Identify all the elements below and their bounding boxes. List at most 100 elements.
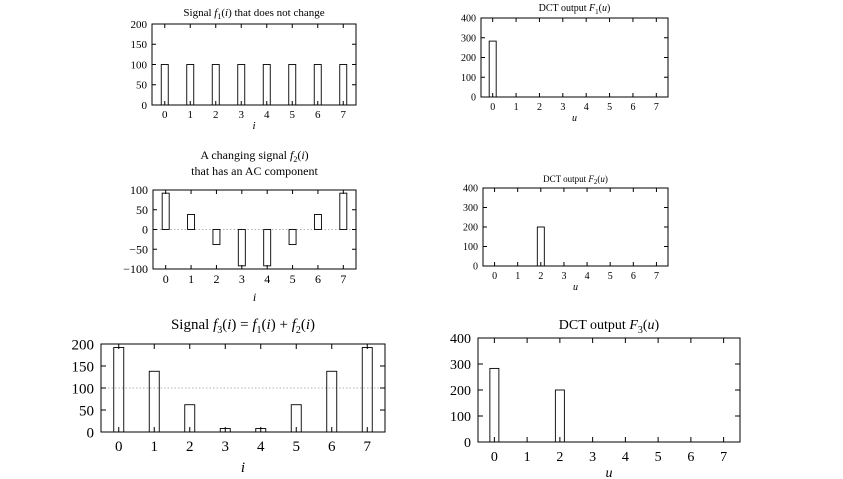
chart-title: DCT output F2(u): [543, 174, 608, 186]
x-axis-label: u: [573, 282, 578, 293]
y-tick-label: 0: [87, 425, 95, 441]
bar-0: [161, 192, 170, 230]
y-tick-label: 50: [136, 80, 148, 92]
y-tick-label: 0: [142, 223, 148, 237]
y-tick-label: 200: [450, 384, 471, 399]
x-tick-label: 7: [364, 439, 372, 455]
bar-7: [339, 192, 348, 230]
bar-6: [313, 64, 322, 106]
x-tick-label: 5: [655, 450, 662, 465]
chart-f1: Signal f1(i) that does not change0501001…: [131, 7, 357, 132]
bar-4: [262, 64, 271, 106]
y-tick-label: 150: [72, 359, 95, 375]
bar-2: [536, 226, 545, 267]
x-axis-label: u: [606, 466, 613, 479]
chart-F2: DCT output F2(u) 0 100 200 300 400 0 1 2 3 4 5 6 7 u: [463, 174, 669, 293]
x-tick-label: 4: [585, 271, 590, 282]
x-tick-label: 0: [492, 271, 497, 282]
y-tick-label: 400: [463, 184, 478, 195]
x-tick-label: 6: [328, 439, 336, 455]
bar-2: [211, 64, 220, 106]
bar-0: [489, 367, 500, 443]
y-tick-label: 400: [450, 332, 471, 347]
chart-title: A changing signal f2(i): [200, 148, 308, 164]
x-tick-label: 6: [631, 271, 636, 282]
chart-F3: DCT output F3(u) 0 100 200 300 400 0 1 2 3 4 5 6 7 u: [450, 318, 741, 479]
x-tick-label: 4: [622, 450, 629, 465]
y-tick-label: 100: [450, 410, 471, 425]
x-tick-label: 1: [524, 450, 531, 465]
bar-6: [313, 214, 322, 230]
x-tick-label: 3: [239, 272, 245, 286]
plot-frame: [482, 187, 669, 267]
x-tick-label: 7: [654, 271, 659, 282]
y-tick-label: −100: [123, 262, 148, 276]
plot-frame: [477, 337, 741, 443]
x-tick-label: 4: [584, 102, 589, 113]
x-tick-label: 7: [341, 109, 347, 121]
x-axis-label: u: [572, 113, 577, 124]
y-tick-label: 150: [131, 39, 148, 51]
y-tick-label: 300: [450, 358, 471, 373]
x-tick-label: 2: [556, 450, 563, 465]
x-tick-label: 3: [589, 450, 596, 465]
x-tick-label: 1: [151, 439, 159, 455]
x-tick-label: 5: [608, 271, 613, 282]
x-tick-label: 6: [315, 109, 321, 121]
bar-0: [160, 64, 169, 106]
bar-5: [288, 64, 297, 106]
x-tick-label: 6: [315, 272, 321, 286]
x-tick-label: 1: [515, 271, 520, 282]
x-tick-label: 3: [239, 109, 245, 121]
x-tick-label: 3: [561, 271, 566, 282]
x-tick-label: 2: [537, 102, 542, 113]
y-tick-label: 0: [142, 100, 148, 112]
x-tick-label: 5: [293, 439, 301, 455]
bar-5: [288, 229, 297, 245]
bar-0: [488, 40, 497, 98]
x-tick-label: 2: [213, 272, 219, 286]
y-tick-label: 200: [72, 337, 95, 353]
bar-7: [339, 64, 348, 106]
x-tick-label: 0: [162, 109, 168, 121]
bar-4: [263, 229, 272, 267]
x-tick-label: 0: [115, 439, 123, 455]
x-tick-label: 4: [257, 439, 265, 455]
x-tick-label: 0: [163, 272, 169, 286]
plot-frame: [480, 17, 669, 98]
x-tick-label: 0: [490, 102, 495, 113]
x-axis-label: i: [253, 290, 256, 304]
y-tick-label: 100: [72, 381, 95, 397]
y-tick-label: 0: [471, 93, 476, 104]
x-tick-label: 3: [222, 439, 230, 455]
y-tick-label: 400: [461, 14, 476, 25]
y-tick-label: 200: [131, 19, 148, 31]
x-tick-label: 2: [186, 439, 194, 455]
bar-2: [554, 389, 565, 443]
y-tick-label: 50: [79, 403, 94, 419]
y-tick-label: 0: [473, 262, 478, 273]
bar-1: [148, 370, 160, 433]
bar-0: [113, 347, 125, 433]
x-tick-label: 1: [188, 109, 194, 121]
plot-frame: [151, 23, 357, 106]
y-tick-label: 200: [463, 223, 478, 234]
bar-2: [212, 229, 221, 245]
x-tick-label: 5: [607, 102, 612, 113]
y-tick-label: 300: [463, 203, 478, 214]
x-tick-label: 6: [630, 102, 635, 113]
bar-3: [237, 64, 246, 106]
x-tick-label: 7: [654, 102, 659, 113]
bar-6: [326, 370, 338, 433]
y-tick-label: 100: [130, 183, 148, 197]
bar-1: [186, 64, 195, 106]
bar-1: [187, 214, 196, 230]
chart-title-line2: that has an AC component: [191, 164, 318, 178]
x-axis-label: i: [241, 460, 245, 476]
x-axis-label: i: [252, 120, 255, 132]
x-tick-label: 1: [514, 102, 519, 113]
x-tick-label: 1: [188, 272, 194, 286]
y-tick-label: 100: [463, 242, 478, 253]
y-tick-label: 50: [136, 203, 148, 217]
